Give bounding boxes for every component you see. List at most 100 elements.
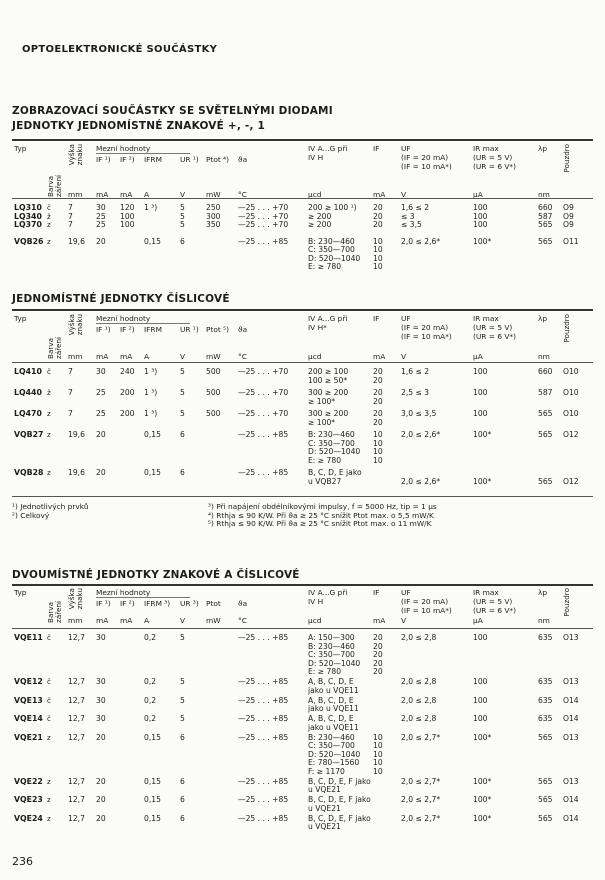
cell-vyska: 7	[68, 203, 73, 212]
header-barva-label: Barva záření	[46, 337, 63, 359]
header-bottom-rule	[12, 362, 593, 363]
cell-barva: z	[47, 410, 51, 418]
cell-theta: —25 . . . +85	[238, 236, 289, 246]
table-row: VQE14 č 12,7 30 0,2 5 —25 . . . +85 A, B, C, D,…	[12, 714, 589, 734]
cell-if2: 120	[120, 203, 135, 212]
cell-ur: 6	[180, 813, 185, 823]
cell-theta: —25 . . . +70	[238, 409, 289, 418]
header-unit: A	[144, 352, 150, 361]
cell-vyska: 7	[68, 367, 73, 376]
cell-lambda: 565	[538, 409, 553, 418]
cell-barva: z	[47, 469, 51, 477]
header-typ: Typ	[14, 144, 27, 153]
cell-barva: z	[47, 221, 51, 229]
cell-if2: 200	[120, 409, 135, 418]
table-bottom-rule	[12, 496, 593, 497]
cell-ir: 100	[473, 633, 488, 642]
cell-ir: 100*	[473, 476, 492, 486]
cell-if2: 100	[120, 211, 135, 221]
cell-type: LQ470	[14, 409, 42, 418]
header-spacer	[12, 352, 45, 361]
header-uf: UF (IF = 20 mA) (IF = 10 mA*)	[401, 144, 452, 171]
header-pouzdro: Pouzdro	[561, 314, 589, 361]
cell-iv: A, B, C, D, E jako u VQE11	[308, 677, 359, 695]
cell-lambda: 565	[538, 813, 553, 823]
cell-barva: č	[47, 368, 51, 376]
cell-lambda: 565	[538, 476, 553, 486]
table-row: LQ310 č 7 30 120 1 ³) 5 250 —25 . . . +70 200 ≥ 1…	[12, 203, 589, 213]
cell-ur: 5	[180, 677, 185, 686]
header-param: ϑa	[238, 155, 248, 164]
header-lambda: λp	[538, 144, 548, 153]
cell-iv: B: 230—460 C: 350—700 D: 520—1040 E: ≥ 7…	[308, 236, 361, 271]
header-unit: °C	[238, 352, 247, 361]
cell-if: 20 20	[373, 367, 383, 385]
header-param: ϑa	[238, 599, 248, 608]
cell-ur: 5	[180, 211, 185, 221]
header-unit: °C	[238, 616, 247, 625]
cell-if: 20	[373, 220, 383, 229]
cell-ptot	[204, 796, 236, 815]
table-top-rule	[12, 309, 593, 311]
header-spacer	[12, 190, 45, 199]
cell-if	[371, 678, 399, 697]
cell-uf: ≤ 3,5	[401, 220, 422, 229]
cell-ptot: 300	[206, 211, 221, 221]
cell-ifrm	[142, 213, 178, 222]
cell-uf: 2,0 ≤ 2,7*	[401, 813, 441, 823]
cell-lambda: 565	[538, 220, 553, 229]
cell-if1: 20	[96, 430, 106, 439]
header-unit: V	[180, 616, 186, 625]
header-unit: A	[144, 616, 150, 625]
cell-ifrm: 1 ³)	[144, 203, 158, 212]
cell-ir: 100	[473, 220, 488, 229]
cell-ifrm: 0,15	[144, 430, 161, 439]
cell-vyska: 12,7	[68, 795, 85, 804]
cell-lambda: 565	[538, 430, 553, 439]
cell-theta: —25 . . . +85	[238, 795, 289, 804]
cell-uf: 2,0 ≤ 2,6*	[401, 430, 441, 439]
cell-lambda: 635	[538, 695, 553, 705]
header-unit: V	[180, 352, 186, 361]
header-unit: mA	[120, 190, 133, 199]
table-header: Typ Barva záření Výška znaku Mezní hodnoty I…	[12, 588, 589, 625]
cell-pouzdro: O10	[563, 367, 579, 376]
cell-if: 20 20	[373, 409, 383, 427]
cell-iv: ≥ 200	[308, 211, 332, 221]
section-title: JEDNOMÍSTNÉ JEDNOTKY ČÍSLICOVÉ	[12, 293, 230, 305]
header-unit: µcd	[308, 616, 322, 625]
cell-iv: B, C, D, E, F jako u VQE21	[308, 776, 371, 794]
cell-if1: 20	[96, 795, 106, 804]
cell-uf: 2,5 ≤ 3	[401, 388, 430, 397]
header-param: IFRM	[144, 325, 162, 334]
header-barva: Barva záření	[45, 144, 66, 199]
header-pouzdro: Pouzdro	[561, 588, 589, 625]
header-mezni-hodnoty: Mezní hodnoty IF ¹) IF ²) IFRM UR ¹) Ptot ⁴) ϑ…	[94, 144, 306, 190]
cell-if1: 30	[96, 677, 106, 686]
cell-iv: ≥ 200	[308, 220, 332, 229]
footnotes-right: ³) Při napájení obdélníkovými impulsy, f…	[208, 502, 437, 528]
cell-type: LQ340	[14, 211, 42, 221]
cell-if: 20 20	[373, 388, 383, 406]
header-pouzdro-label: Pouzdro	[562, 314, 571, 343]
cell-if1: 25	[96, 220, 106, 229]
header-unit: V	[401, 352, 407, 361]
table-row: LQ410 č 7 30 240 1 ³) 5 500 —25 . . . +70 200 ≥ 1…	[12, 367, 589, 389]
cell-type: VQE13	[14, 695, 43, 705]
header-unit: mA	[373, 352, 386, 361]
cell-if2	[118, 230, 142, 272]
cell-lambda: 660	[538, 367, 553, 376]
cell-pouzdro: O13	[563, 776, 579, 786]
cell-ptot	[204, 431, 236, 469]
cell-ur: 5	[180, 695, 185, 705]
header-barva: Barva záření	[45, 588, 66, 625]
header-param: IF ²)	[120, 155, 135, 164]
table-row: VQE24 z 12,7 20 0,15 6 —25 . . . +85 B, C, D, E…	[12, 813, 589, 834]
cell-ptot: 500	[206, 367, 221, 376]
header-param: UR ¹)	[180, 155, 199, 164]
table-row: VQE13 č 12,7 30 0,2 5 —25 . . . +85 A, B, C, D,…	[12, 695, 589, 716]
cell-if2	[118, 431, 142, 469]
cell-if: 20	[373, 211, 383, 221]
header-barva-label: Barva záření	[46, 175, 63, 197]
cell-iv: 300 ≥ 200 ≥ 100*	[308, 409, 349, 427]
